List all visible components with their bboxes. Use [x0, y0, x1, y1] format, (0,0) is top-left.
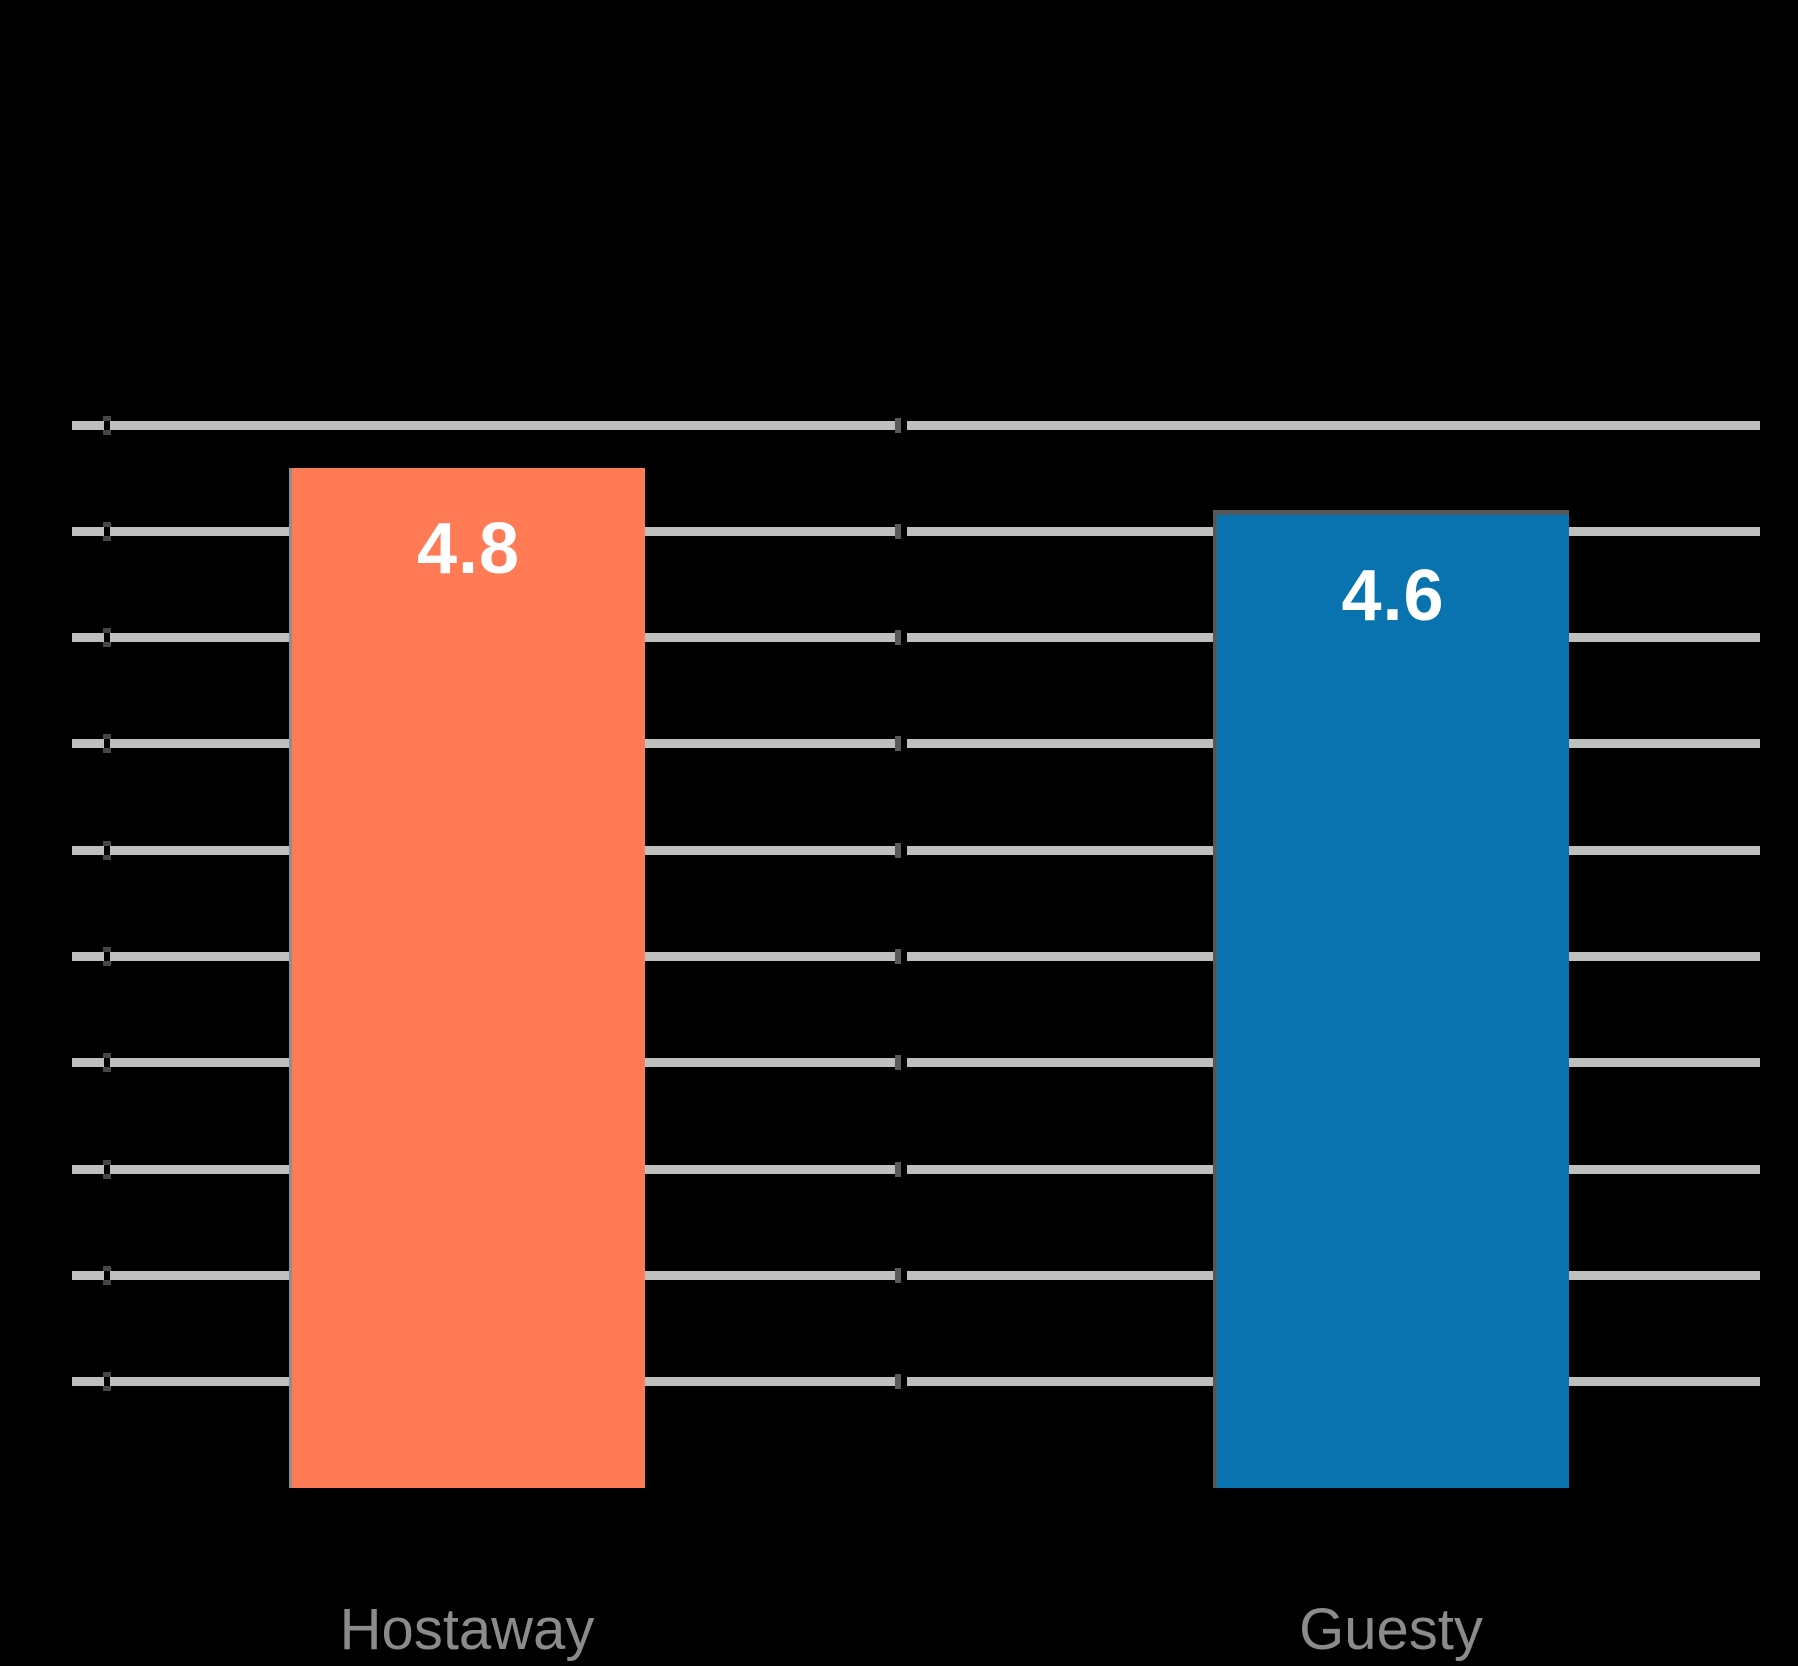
gridline-tick-segment [72, 527, 104, 536]
y-axis-tick-mark [895, 1162, 901, 1177]
gridline-gap [104, 1271, 110, 1280]
gridline-gap [901, 1165, 907, 1174]
gridline-gap [104, 846, 110, 855]
gridline-gap [901, 421, 907, 430]
gridline-tick-segment [72, 1058, 104, 1067]
gridline-tick-segment [72, 739, 104, 748]
y-axis-tick-mark [895, 1055, 901, 1070]
gridline-gap [901, 1058, 907, 1067]
y-axis-tick-mark [895, 843, 901, 858]
gridline-gap [901, 1377, 907, 1386]
gridline-gap [104, 1058, 110, 1067]
gridline-tick-segment [72, 1377, 104, 1386]
x-axis-label-hostaway: Hostaway [339, 1597, 595, 1662]
gridline-gap [901, 846, 907, 855]
gridline-gap [104, 1165, 110, 1174]
gridline-gap [901, 633, 907, 642]
y-axis-tick-mark [895, 418, 901, 433]
gridline-gap [901, 527, 907, 536]
gridline-gap [104, 1377, 110, 1386]
bar-value-label-guesty: 4.6 [1341, 556, 1445, 636]
gridline-tick-segment [72, 846, 104, 855]
gridline-gap [104, 952, 110, 961]
gridline-tick-segment [72, 1271, 104, 1280]
bar-guesty: 4.6 [1213, 510, 1569, 1488]
gridline-tick-segment [72, 633, 104, 642]
gridline-tick-segment [72, 952, 104, 961]
y-axis-tick-mark [895, 1374, 901, 1389]
y-axis-tick-mark [895, 1268, 901, 1283]
gridline-tick-segment [72, 1165, 104, 1174]
gridline-gap [104, 739, 110, 748]
gridline [907, 421, 1760, 430]
bar-hostaway: 4.8 [289, 468, 645, 1488]
y-axis-tick-mark [895, 736, 901, 751]
gridline-gap [901, 739, 907, 748]
y-axis-tick-mark [895, 949, 901, 964]
bar-value-label-hostaway: 4.8 [416, 509, 521, 589]
y-axis-tick-mark [895, 630, 901, 645]
gridline-tick-segment [72, 421, 104, 430]
gridline-gap [901, 1271, 907, 1280]
gridline-gap [104, 527, 110, 536]
gridline [110, 421, 895, 430]
gridline-gap [104, 633, 110, 642]
y-axis-tick-mark [895, 524, 901, 539]
gridline-gap [901, 952, 907, 961]
gridline-gap [104, 421, 110, 430]
x-axis-label-guesty: Guesty [1299, 1597, 1483, 1662]
